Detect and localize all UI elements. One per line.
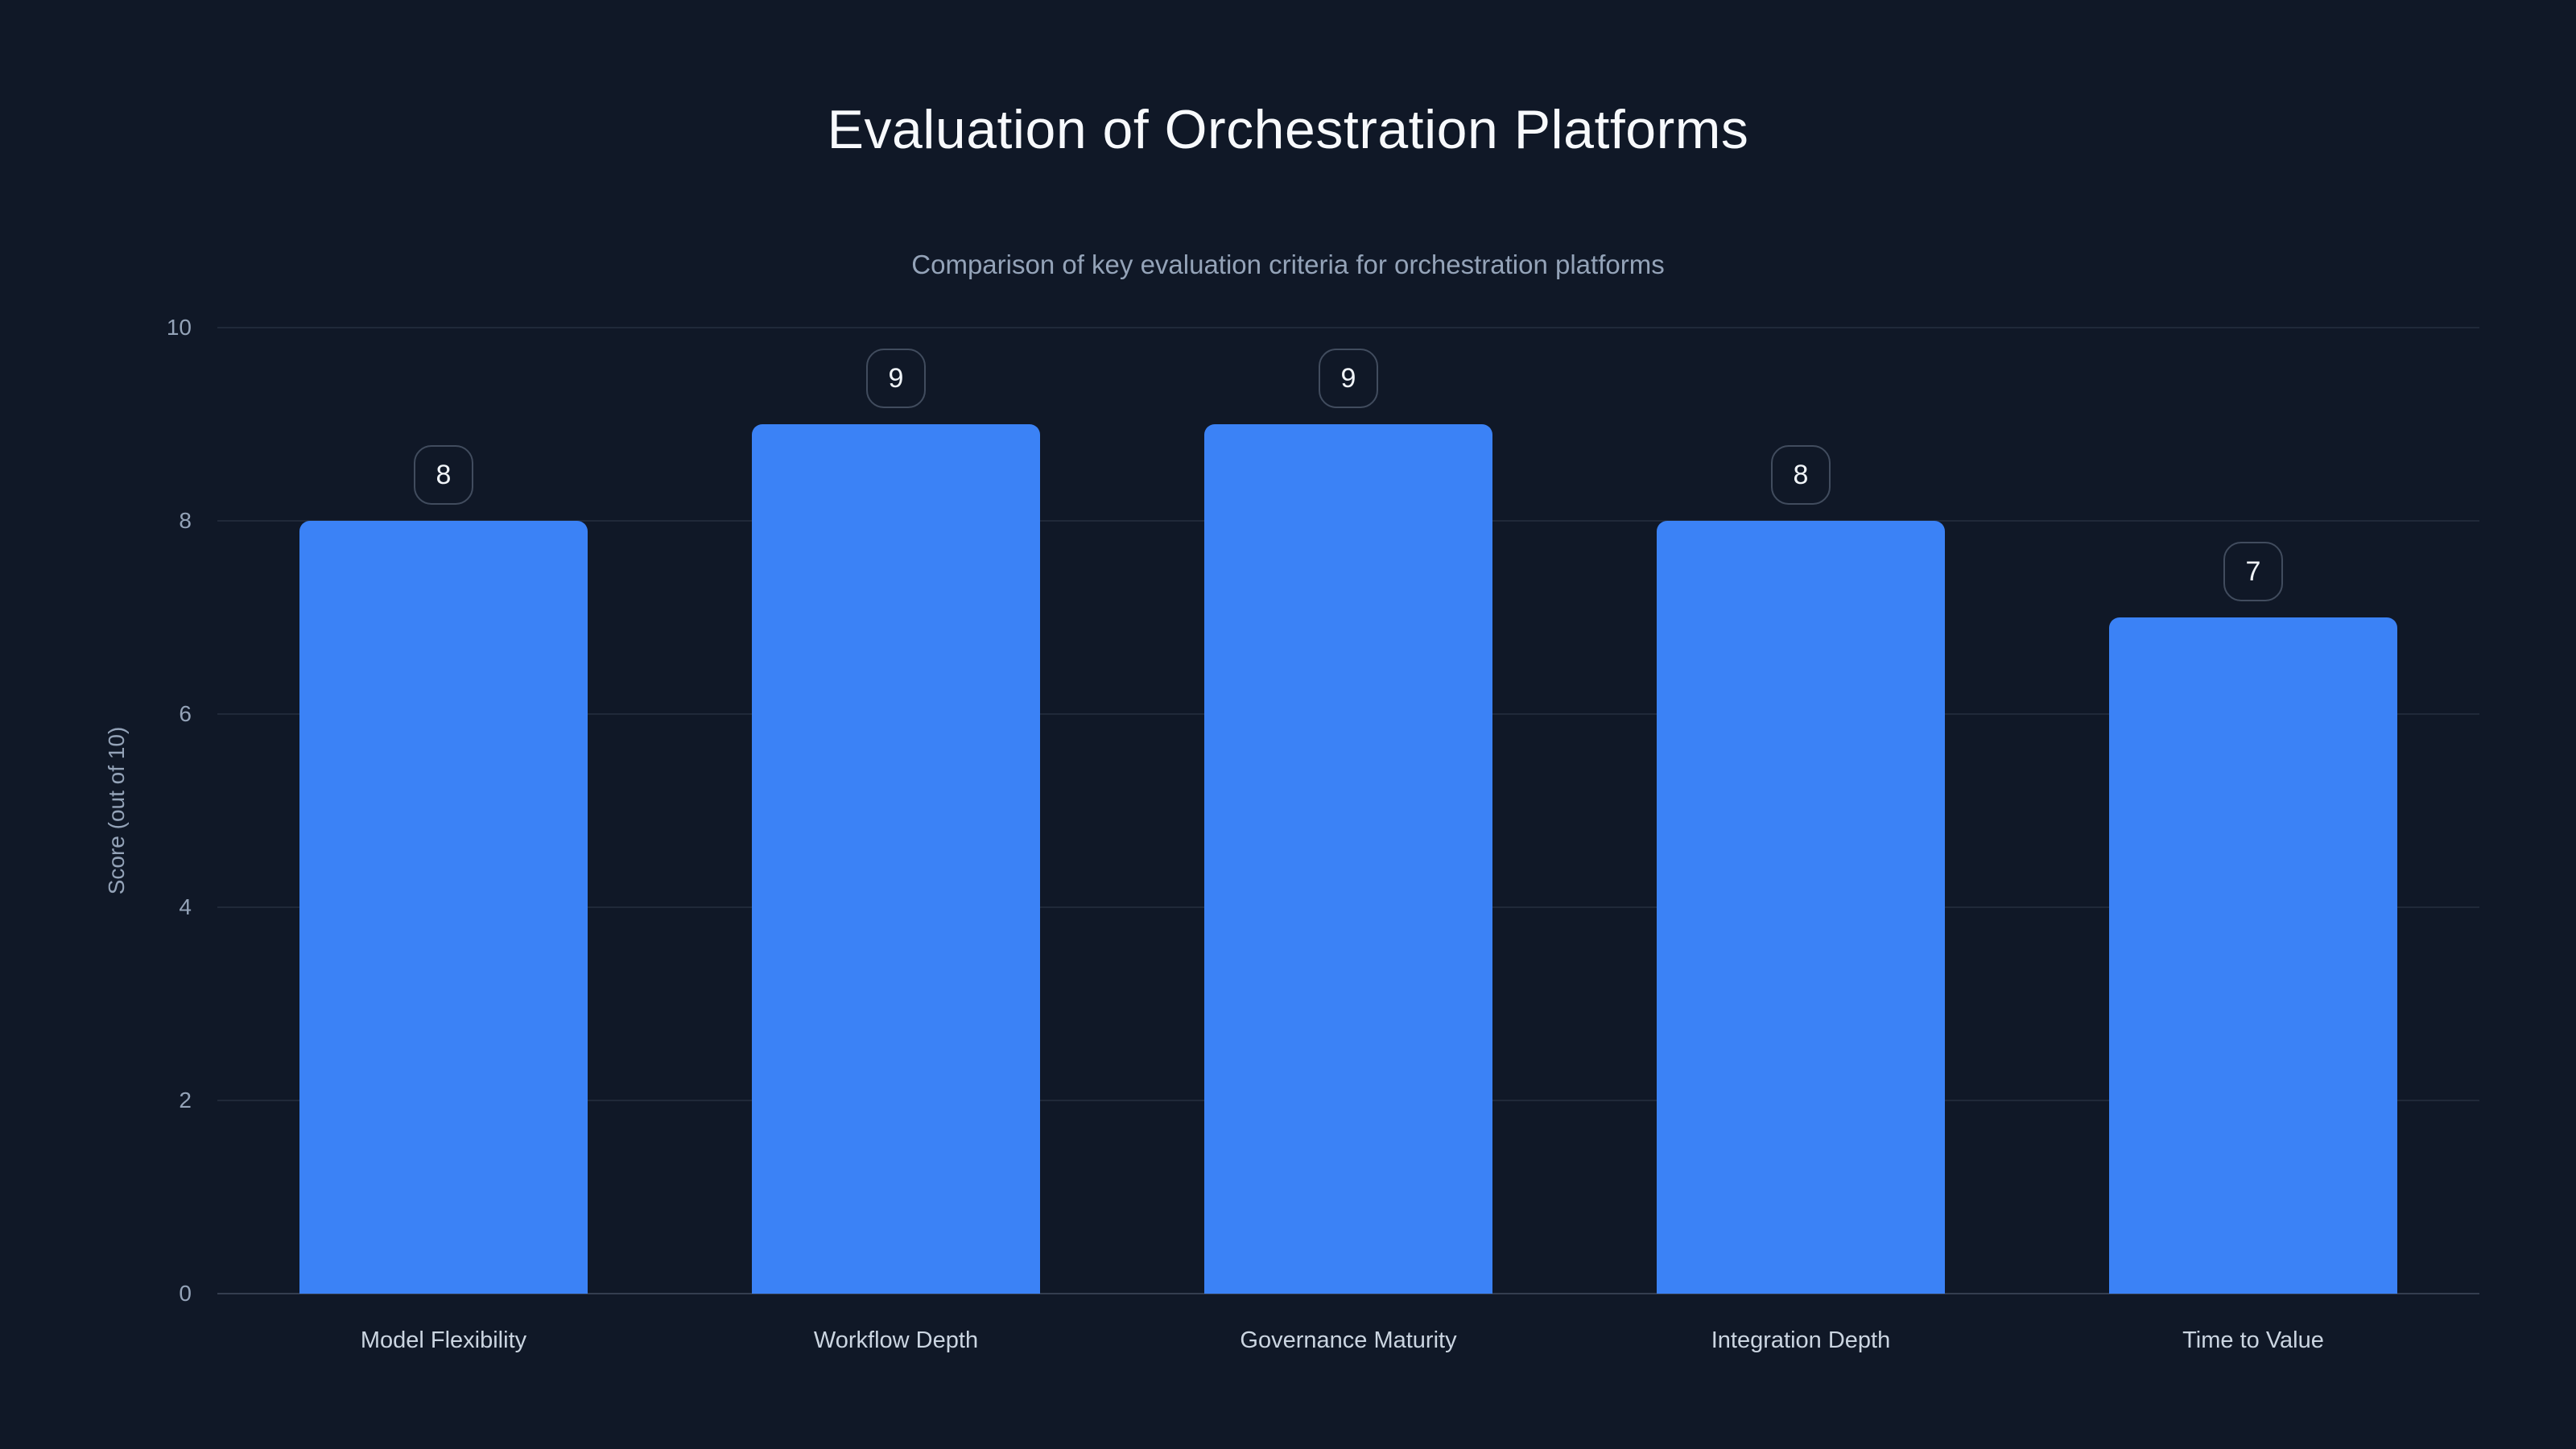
value-badge-integration-depth: 8 (1771, 445, 1831, 505)
value-badge-governance-maturity: 9 (1319, 349, 1378, 408)
y-tick-label-4: 4 (179, 894, 192, 919)
x-tick-label-model-flexibility: Model Flexibility (360, 1327, 527, 1353)
value-badge-workflow-depth: 9 (866, 349, 926, 408)
y-tick-label-2: 2 (179, 1088, 192, 1113)
bar-slot-time-to-value: 7 Time to Value (2027, 328, 2479, 1353)
gridline-y-0 (217, 1293, 2479, 1294)
y-tick-label-6: 6 (179, 701, 192, 726)
bar-slot-workflow-depth: 9 Workflow Depth (670, 328, 1122, 1353)
bar-workflow-depth (752, 424, 1040, 1294)
bar-slot-governance-maturity: 9 Governance Maturity (1122, 328, 1575, 1353)
x-tick-label-time-to-value: Time to Value (2182, 1327, 2324, 1353)
bar-slot-integration-depth: 8 Integration Depth (1575, 328, 2027, 1353)
value-badge-model-flexibility: 8 (414, 445, 473, 505)
bar-slot-model-flexibility: 8 Model Flexibility (217, 328, 670, 1353)
y-tick-label-10: 10 (166, 315, 192, 340)
chart-subtitle: Comparison of key evaluation criteria fo… (911, 250, 1665, 279)
chart-title: Evaluation of Orchestration Platforms (827, 99, 1749, 160)
x-tick-label-integration-depth: Integration Depth (1711, 1327, 1891, 1353)
y-tick-label-8: 8 (179, 508, 192, 533)
y-axis-title: Score (out of 10) (104, 726, 129, 895)
x-tick-label-workflow-depth: Workflow Depth (813, 1327, 979, 1353)
bar-governance-maturity (1204, 424, 1492, 1294)
value-badge-time-to-value: 7 (2223, 542, 2283, 601)
x-tick-label-governance-maturity: Governance Maturity (1240, 1327, 1457, 1353)
bar-time-to-value (2109, 617, 2397, 1294)
y-tick-label-0: 0 (179, 1281, 192, 1306)
bar-integration-depth (1657, 521, 1945, 1294)
gridline-y-10 (217, 327, 2479, 328)
plot-area: 0 2 4 6 8 10 8 Model Flexibility 9 Workflow Depth… (167, 316, 2479, 1353)
bar-model-flexibility (299, 521, 588, 1294)
